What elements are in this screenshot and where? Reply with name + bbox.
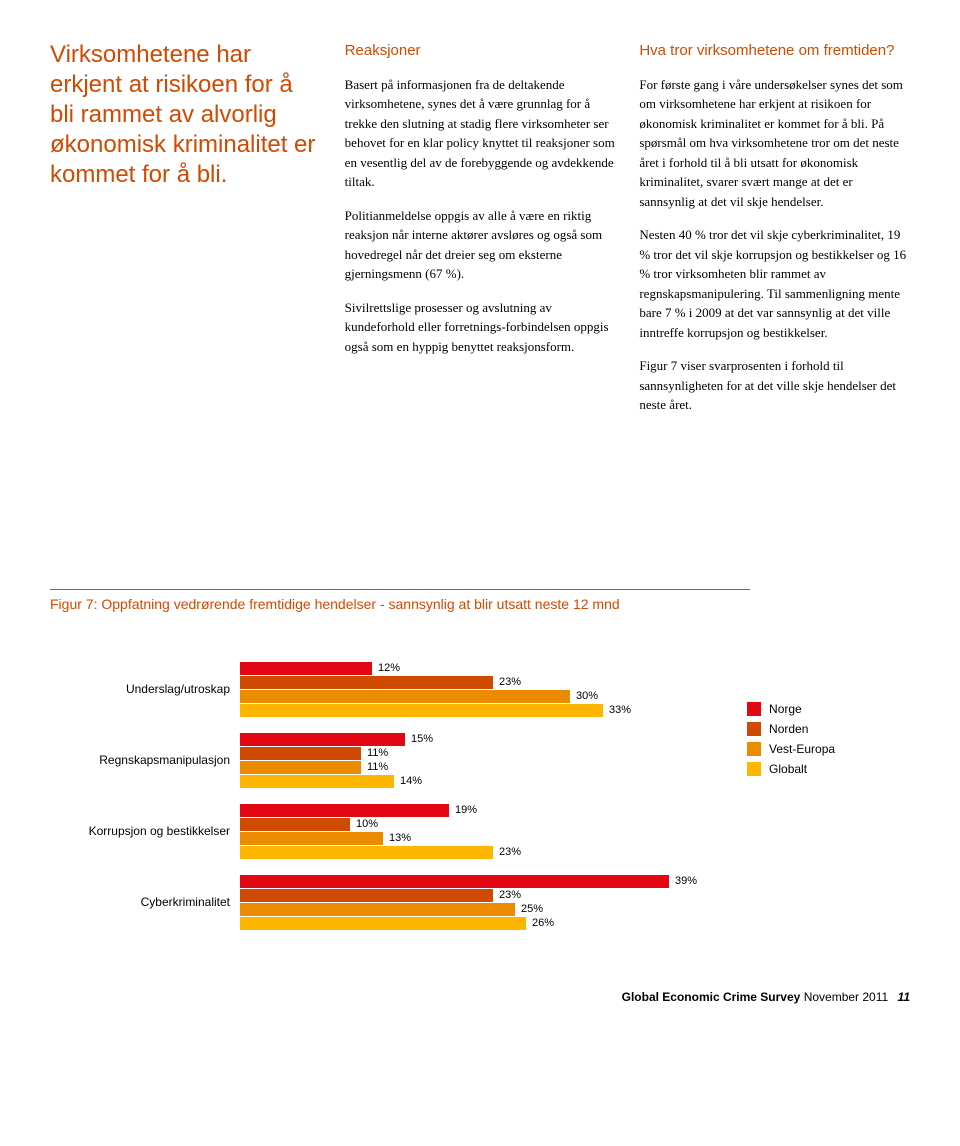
legend-swatch bbox=[747, 702, 761, 716]
chart-bar-fill bbox=[240, 917, 526, 930]
legend-item: Norden bbox=[747, 722, 835, 736]
legend-label: Norden bbox=[769, 722, 808, 736]
chart-bar-value: 11% bbox=[367, 761, 388, 773]
body-text: Basert på informasjonen fra de deltakend… bbox=[345, 75, 616, 192]
column-fremtiden: Hva tror virksomhetene om fremtiden? For… bbox=[639, 40, 910, 429]
chart-bar-fill bbox=[240, 747, 361, 760]
chart-bar-fill bbox=[240, 662, 372, 675]
chart-bar-fill bbox=[240, 676, 493, 689]
legend-swatch bbox=[747, 722, 761, 736]
chart-bar-value: 39% bbox=[675, 875, 697, 887]
legend-item: Globalt bbox=[747, 762, 835, 776]
page-footer: Global Economic Crime Survey November 20… bbox=[50, 990, 910, 1004]
body-text: Nesten 40 % tror det vil skje cyberkrimi… bbox=[639, 225, 910, 342]
chart-bar-value: 30% bbox=[576, 690, 598, 702]
body-text: Politianmeldelse oppgis av alle å være e… bbox=[345, 206, 616, 284]
chart-bar-fill bbox=[240, 761, 361, 774]
chart-bar: 10% bbox=[240, 818, 521, 831]
body-text: For første gang i våre undersøkelser syn… bbox=[639, 75, 910, 212]
chart-bar: 11% bbox=[240, 747, 433, 760]
chart-bar: 12% bbox=[240, 662, 631, 675]
chart-bar: 19% bbox=[240, 804, 521, 817]
chart-category-label: Cyberkriminalitet bbox=[50, 895, 240, 909]
chart-bar: 30% bbox=[240, 690, 631, 703]
chart-category-row: Regnskapsmanipulasjon 15% 11% 11% 14% bbox=[50, 733, 697, 788]
chart-bar-fill bbox=[240, 804, 449, 817]
heading-fremtiden: Hva tror virksomhetene om fremtiden? bbox=[639, 40, 910, 63]
chart-bar-fill bbox=[240, 690, 570, 703]
chart-figure-7: Underslag/utroskap 12% 23% 30% 33% Regnskapsm… bbox=[50, 662, 910, 930]
chart-bar-fill bbox=[240, 846, 493, 859]
chart-bar: 23% bbox=[240, 889, 697, 902]
chart-bars-area: Underslag/utroskap 12% 23% 30% 33% Regnskapsm… bbox=[50, 662, 697, 930]
chart-bar-value: 23% bbox=[499, 676, 521, 688]
chart-bar-group: 12% 23% 30% 33% bbox=[240, 662, 631, 717]
pullquote-column: Virksomhetene har erkjent at risikoen fo… bbox=[50, 40, 321, 429]
chart-bar: 11% bbox=[240, 761, 433, 774]
chart-bar-group: 19% 10% 13% 23% bbox=[240, 804, 521, 859]
chart-bar-fill bbox=[240, 704, 603, 717]
legend-item: Norge bbox=[747, 702, 835, 716]
chart-bar-value: 33% bbox=[609, 704, 631, 716]
chart-bar: 23% bbox=[240, 846, 521, 859]
chart-category-row: Korrupsjon og bestikkelser 19% 10% 13% 23% bbox=[50, 804, 697, 859]
chart-bar-value: 12% bbox=[378, 662, 400, 674]
body-text: Sivilrettslige prosesser og avslutning a… bbox=[345, 298, 616, 357]
chart-bar-fill bbox=[240, 832, 383, 845]
footer-page-number: 11 bbox=[898, 990, 910, 1004]
chart-bar: 15% bbox=[240, 733, 433, 746]
chart-bar-value: 23% bbox=[499, 846, 521, 858]
chart-bar-fill bbox=[240, 875, 669, 888]
legend-item: Vest-Europa bbox=[747, 742, 835, 756]
chart-bar-fill bbox=[240, 733, 405, 746]
footer-title: Global Economic Crime Survey bbox=[622, 990, 801, 1004]
chart-bar: 14% bbox=[240, 775, 433, 788]
pullquote: Virksomhetene har erkjent at risikoen fo… bbox=[50, 40, 321, 190]
chart-bar: 25% bbox=[240, 903, 697, 916]
chart-bar-value: 23% bbox=[499, 889, 521, 901]
chart-bar-group: 15% 11% 11% 14% bbox=[240, 733, 433, 788]
chart-bar: 26% bbox=[240, 917, 697, 930]
chart-title: Figur 7: Oppfatning vedrørende fremtidig… bbox=[50, 589, 750, 612]
chart-category-label: Underslag/utroskap bbox=[50, 682, 240, 696]
chart-bar-value: 25% bbox=[521, 903, 543, 915]
chart-bar-value: 13% bbox=[389, 832, 411, 844]
legend-label: Vest-Europa bbox=[769, 742, 835, 756]
chart-bar: 39% bbox=[240, 875, 697, 888]
body-text: Figur 7 viser svarprosenten i forhold ti… bbox=[639, 356, 910, 415]
heading-reaksjoner: Reaksjoner bbox=[345, 40, 616, 63]
chart-bar-fill bbox=[240, 889, 493, 902]
chart-bar-value: 15% bbox=[411, 733, 433, 745]
chart-category-row: Underslag/utroskap 12% 23% 30% 33% bbox=[50, 662, 697, 717]
column-reaksjoner: Reaksjoner Basert på informasjonen fra d… bbox=[345, 40, 616, 429]
chart-bar: 13% bbox=[240, 832, 521, 845]
chart-bar: 33% bbox=[240, 704, 631, 717]
legend-label: Norge bbox=[769, 702, 802, 716]
chart-category-label: Regnskapsmanipulasjon bbox=[50, 753, 240, 767]
chart-category-label: Korrupsjon og bestikkelser bbox=[50, 824, 240, 838]
chart-legend: Norge Norden Vest-Europa Globalt bbox=[747, 702, 835, 776]
legend-swatch bbox=[747, 742, 761, 756]
chart-bar-value: 26% bbox=[532, 917, 554, 929]
chart-bar-value: 11% bbox=[367, 747, 388, 759]
chart-bar-fill bbox=[240, 775, 394, 788]
chart-bar-fill bbox=[240, 818, 350, 831]
chart-category-row: Cyberkriminalitet 39% 23%25% 26% bbox=[50, 875, 697, 930]
legend-swatch bbox=[747, 762, 761, 776]
chart-bar-value: 10% bbox=[356, 818, 378, 830]
legend-label: Globalt bbox=[769, 762, 807, 776]
chart-bar-value: 14% bbox=[400, 775, 422, 787]
chart-bar-value: 19% bbox=[455, 804, 477, 816]
chart-bar: 23% bbox=[240, 676, 631, 689]
chart-bar-group: 39% 23%25% 26% bbox=[240, 875, 697, 930]
chart-bar-fill bbox=[240, 903, 515, 916]
text-columns: Virksomhetene har erkjent at risikoen fo… bbox=[50, 40, 910, 429]
footer-date: November 2011 bbox=[804, 990, 889, 1004]
